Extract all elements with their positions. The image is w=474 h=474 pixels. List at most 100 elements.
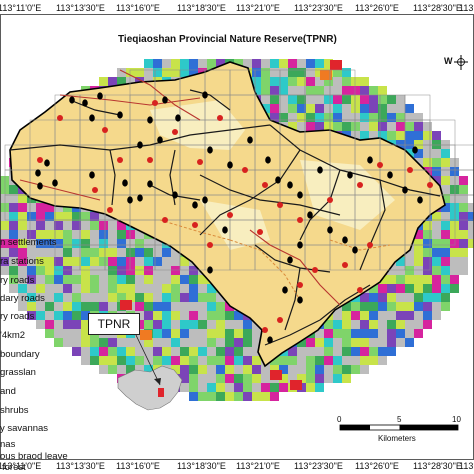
camera-station-marker [102, 127, 108, 133]
land-cover-cell [342, 77, 351, 86]
land-cover-cell [243, 329, 252, 338]
land-cover-cell [171, 293, 180, 302]
land-cover-cell [153, 356, 162, 365]
land-cover-cell [216, 311, 225, 320]
land-cover-cell [90, 356, 99, 365]
land-cover-cell [414, 320, 423, 329]
land-cover-cell [99, 266, 108, 275]
land-cover-cell [414, 239, 423, 248]
land-cover-cell [126, 365, 135, 374]
land-cover-cell [360, 122, 369, 131]
land-cover-cell [252, 77, 261, 86]
land-cover-cell [27, 230, 36, 239]
land-cover-cell [207, 284, 216, 293]
land-cover-cell [0, 203, 9, 212]
land-cover-cell [315, 86, 324, 95]
land-cover-cell [27, 221, 36, 230]
land-cover-cell [72, 311, 81, 320]
bottom-longitude-tick: 113°18'30"E [177, 461, 226, 471]
land-cover-cell [36, 239, 45, 248]
land-cover-cell [117, 257, 126, 266]
land-cover-cell [99, 356, 108, 365]
land-cover-cell [162, 338, 171, 347]
land-cover-cell [216, 383, 225, 392]
land-cover-cell [432, 302, 441, 311]
land-cover-cell [108, 248, 117, 257]
land-cover-cell [18, 284, 27, 293]
bottom-longitude-tick: 113°13'30"E [56, 461, 105, 471]
top-longitude-tick: 113°13'30"E [56, 3, 105, 13]
land-cover-cell [270, 356, 279, 365]
land-cover-cell [234, 59, 243, 68]
legend-item: '4km2 [0, 330, 26, 341]
land-cover-cell [414, 248, 423, 257]
land-cover-cell [144, 293, 153, 302]
land-cover-cell [207, 365, 216, 374]
land-cover-cell [243, 338, 252, 347]
land-cover-cell [0, 239, 9, 248]
land-cover-cell [144, 338, 153, 347]
land-cover-cell [423, 266, 432, 275]
camera-station-marker [242, 167, 248, 173]
land-cover-cell [360, 365, 369, 374]
land-cover-cell [441, 203, 450, 212]
land-cover-cell [153, 320, 162, 329]
land-cover-cell [171, 302, 180, 311]
land-cover-cell [288, 122, 297, 131]
land-cover-cell [9, 185, 18, 194]
land-cover-cell [306, 383, 315, 392]
land-cover-cell [396, 131, 405, 140]
settlement-marker [307, 211, 313, 219]
land-cover-cell [171, 248, 180, 257]
land-cover-cell [36, 293, 45, 302]
land-cover-cell [9, 212, 18, 221]
land-cover-cell [378, 356, 387, 365]
land-cover-cell [234, 383, 243, 392]
land-cover-cell [198, 383, 207, 392]
land-cover-cell [369, 104, 378, 113]
settlement-marker [287, 181, 293, 189]
land-cover-cell [216, 338, 225, 347]
land-cover-cell [189, 302, 198, 311]
land-cover-cell [234, 392, 243, 401]
settlement-marker [412, 146, 418, 154]
inset-label: TPNR [88, 313, 140, 335]
land-cover-cell [378, 329, 387, 338]
land-cover-cell [405, 275, 414, 284]
land-cover-cell [270, 370, 282, 380]
bottom-longitude-tick: 113°21'0"E [236, 461, 280, 471]
land-cover-cell [450, 185, 459, 194]
land-cover-cell [72, 320, 81, 329]
land-cover-cell [117, 347, 126, 356]
land-cover-cell [315, 59, 324, 68]
land-cover-cell [189, 311, 198, 320]
land-cover-cell [243, 383, 252, 392]
land-cover-cell [369, 347, 378, 356]
land-cover-cell [342, 86, 351, 95]
land-cover-cell [90, 230, 99, 239]
land-cover-cell [171, 266, 180, 275]
land-cover-cell [387, 302, 396, 311]
land-cover-cell [90, 338, 99, 347]
land-cover-cell [9, 284, 18, 293]
legend-item: ry roads [0, 275, 35, 286]
land-cover-cell [27, 212, 36, 221]
land-cover-cell [72, 257, 81, 266]
land-cover-cell [333, 365, 342, 374]
land-cover-cell [207, 311, 216, 320]
land-cover-cell [279, 356, 288, 365]
land-cover-cell [459, 212, 468, 221]
land-cover-cell [189, 275, 198, 284]
land-cover-cell [90, 284, 99, 293]
land-cover-cell [27, 203, 36, 212]
bottom-longitude-tick: 113°11'0"E [0, 461, 42, 471]
land-cover-cell [81, 338, 90, 347]
land-cover-cell [414, 311, 423, 320]
land-cover-cell [450, 212, 459, 221]
settlement-marker [282, 286, 288, 294]
land-cover-cell [180, 374, 189, 383]
camera-station-marker [37, 157, 43, 163]
land-cover-cell [180, 59, 189, 68]
land-cover-cell [342, 95, 351, 104]
settlement-marker [175, 114, 181, 122]
